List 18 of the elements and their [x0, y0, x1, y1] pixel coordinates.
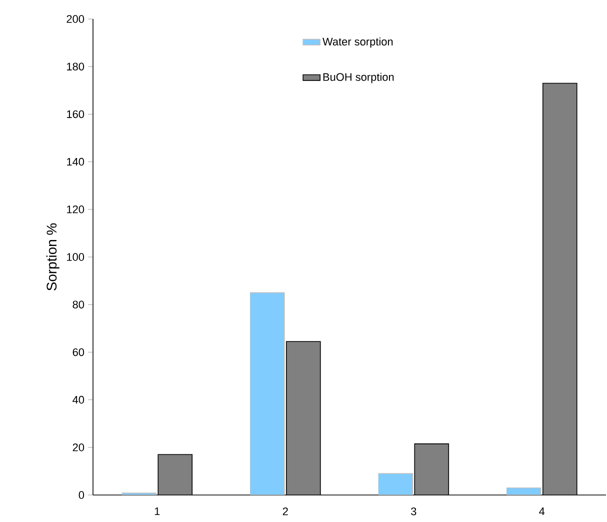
legend-label: BuOH sorption: [323, 72, 394, 84]
y-tick-label: 60: [72, 348, 84, 356]
y-tick-label: 100: [67, 253, 84, 261]
y-tick-label: 40: [72, 396, 84, 404]
legend-label: Water sorption: [322, 37, 393, 48]
y-tick-label: 20: [72, 444, 84, 452]
y-tick-label: 140: [67, 158, 84, 166]
y-tick-label: 160: [67, 110, 84, 118]
y-tick-label: 80: [72, 300, 84, 308]
x-tick-label: 1: [154, 508, 160, 516]
x-tick-label: 3: [411, 508, 416, 516]
y-axis-title: Sorption %: [46, 223, 60, 290]
y-tick-label: 0: [78, 491, 84, 499]
y-tick-label: 120: [67, 206, 84, 214]
y-tick-label: 180: [67, 62, 84, 70]
y-tick-label: 200: [66, 15, 84, 23]
x-tick-label: 4: [539, 508, 545, 516]
x-tick-label: 2: [282, 508, 288, 516]
